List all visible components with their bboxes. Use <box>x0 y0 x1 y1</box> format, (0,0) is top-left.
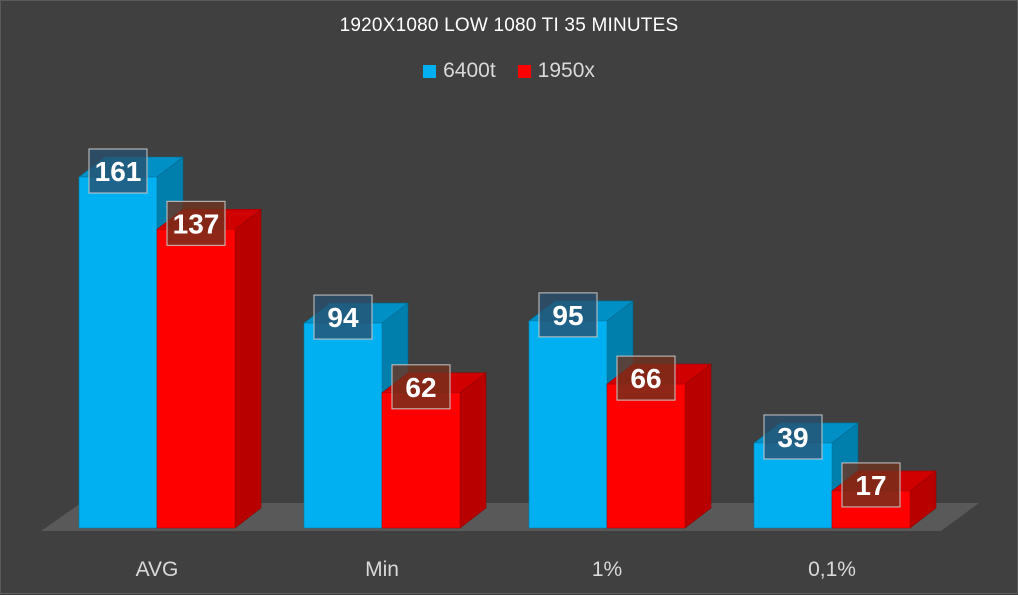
data-label-box-s2-c1 <box>166 200 226 246</box>
data-label-box-s2-c4 <box>841 462 901 508</box>
x-tick-label-1: AVG <box>136 558 179 581</box>
data-label-s1-c3: 95 <box>552 300 583 331</box>
bar-s2-c1 <box>156 229 236 529</box>
bar-side-s2-c3 <box>684 363 712 529</box>
data-label-s2-c3: 66 <box>630 363 661 394</box>
data-label-s1-c2: 94 <box>327 302 359 333</box>
legend-swatch-series-1 <box>423 64 437 78</box>
data-label-box-s1-c1 <box>88 148 148 194</box>
bar-s2-c2 <box>381 392 461 529</box>
legend-label-series-2: 1950x <box>537 59 595 82</box>
bar-s1-c2 <box>303 322 383 529</box>
data-label-s2-c2: 62 <box>405 372 436 403</box>
legend-item-series-2: 1950x <box>517 59 595 83</box>
legend-swatch-series-2 <box>517 64 531 78</box>
data-label-box-s2-c2 <box>391 364 451 410</box>
chart-title: 1920X1080 LOW 1080 TI 35 MINUTES <box>339 15 679 36</box>
data-label-s1-c4: 39 <box>777 422 808 453</box>
chart-floor <box>41 503 979 531</box>
legend-item-series-1: 6400t <box>423 59 496 83</box>
x-tick-label-3: 1% <box>592 558 622 581</box>
data-label-box-s2-c3 <box>616 355 676 401</box>
bar-side-s2-c2 <box>459 372 487 529</box>
data-label-box-s1-c2 <box>313 294 373 340</box>
x-tick-label-4: 0,1% <box>808 558 856 581</box>
chart-legend: 6400t 1950x <box>1 59 1017 83</box>
bar-side-s2-c1 <box>234 208 262 529</box>
x-tick-label-2: Min <box>365 558 399 581</box>
bar-s1-c3 <box>528 320 608 529</box>
data-label-s2-c4: 17 <box>855 470 886 501</box>
data-label-box-s1-c4 <box>763 414 823 460</box>
legend-label-series-1: 6400t <box>443 59 496 82</box>
data-label-s2-c1: 137 <box>173 208 220 239</box>
data-label-s1-c1: 161 <box>95 156 142 187</box>
bar-s1-c1 <box>78 176 158 529</box>
data-label-box-s1-c3 <box>538 292 598 338</box>
bar-s2-c3 <box>606 383 686 529</box>
